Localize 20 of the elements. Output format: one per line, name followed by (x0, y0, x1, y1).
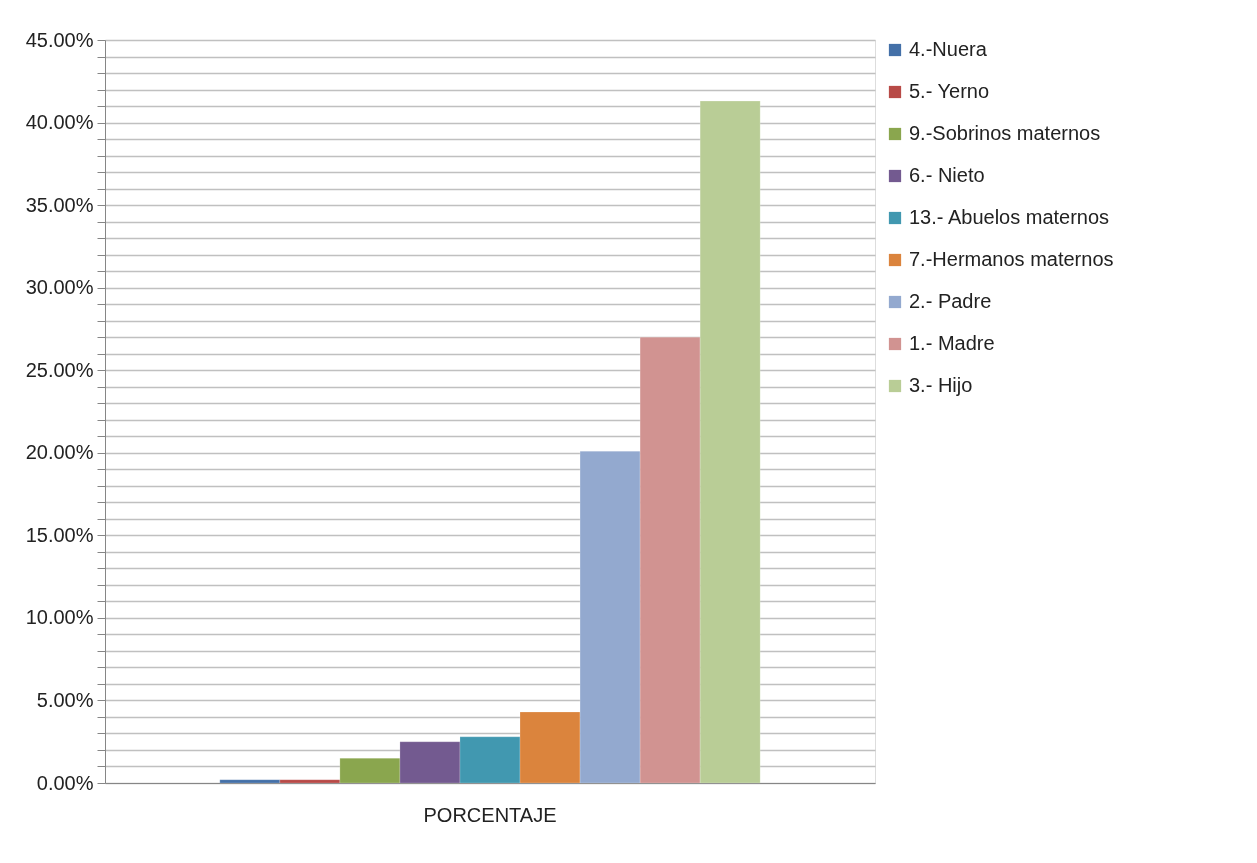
legend-label: 3.- Hijo (909, 374, 973, 396)
y-tick-label: 25.00% (25, 358, 94, 381)
legend-label: 13.- Abuelos maternos (909, 206, 1110, 228)
legend-label: 9.-Sobrinos maternos (909, 122, 1101, 144)
y-tick-label: 45.00% (25, 28, 94, 51)
x-tick-label: PORCENTAJE (423, 803, 557, 826)
y-tick-label: 35.00% (25, 193, 94, 216)
y-tick-label: 10.00% (25, 606, 94, 629)
y-tick-label: 15.00% (25, 523, 94, 546)
legend-label: 1.- Madre (909, 332, 995, 354)
legend-label: 2.- Padre (909, 290, 992, 312)
legend-label: 7.-Hermanos maternos (909, 248, 1114, 270)
y-tick-label: 0.00% (36, 771, 94, 794)
y-tick-label: 5.00% (36, 688, 94, 711)
legend-label: 4.-Nuera (909, 38, 988, 60)
y-tick-label: 20.00% (25, 441, 94, 464)
legend-label: 6.- Nieto (909, 164, 985, 186)
y-tick-label: 30.00% (25, 276, 94, 299)
legend-label: 5.- Yerno (909, 80, 990, 102)
y-tick-label: 40.00% (25, 111, 94, 134)
